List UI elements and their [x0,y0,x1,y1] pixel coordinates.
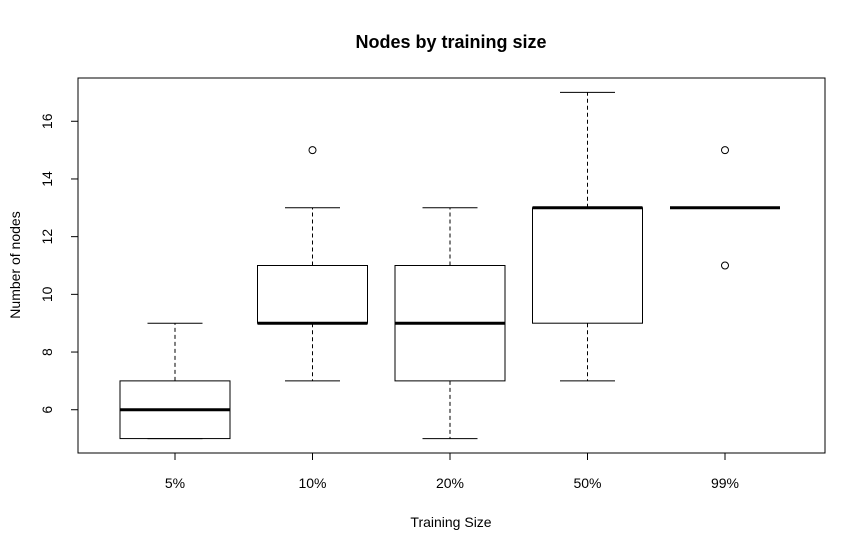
outlier-point [721,261,729,270]
y-tick-label: 6 [39,406,55,414]
x-tick-label: 50% [573,475,601,491]
outlier-point [308,146,317,155]
box-99pct [670,146,780,270]
y-axis-label: Number of nodes [7,211,23,318]
y-tick-label: 16 [39,113,55,129]
x-tick-label: 99% [711,475,739,491]
box-20pct [394,207,506,440]
box-5pct [119,322,231,440]
box-50pct [532,91,643,382]
x-tick-label: 20% [436,475,464,491]
y-tick-label: 10 [39,286,55,302]
boxes-group [119,91,780,440]
box-10pct [257,146,368,382]
y-axis: 6 8 10 12 14 16 [39,113,79,414]
iqr-box [532,207,643,324]
y-tick-label: 8 [39,348,55,356]
y-tick-label: 14 [39,171,55,187]
x-axis-label: Training Size [410,514,491,530]
x-tick-label: 5% [165,475,185,491]
x-tick-label: 10% [298,475,326,491]
x-axis: 5% 10% 20% 50% 99% [165,452,739,491]
y-tick-label: 12 [39,229,55,245]
iqr-box [257,265,368,324]
outlier-point [721,146,729,155]
chart-title: Nodes by training size [355,32,546,52]
